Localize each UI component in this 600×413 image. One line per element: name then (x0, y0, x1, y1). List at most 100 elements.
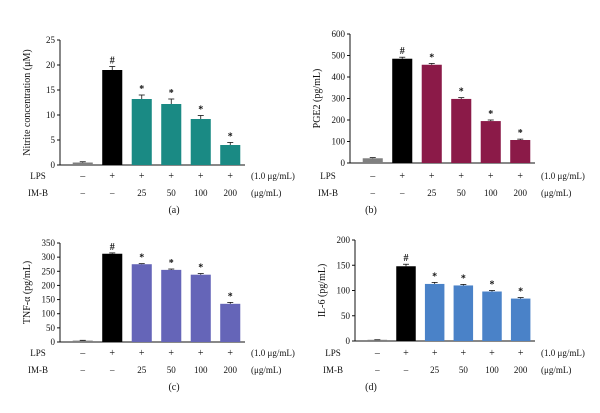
imb-dose: 200 (514, 365, 528, 375)
imb-label: IM-B (28, 365, 48, 375)
imb-dose: 100 (484, 188, 498, 198)
lps-treatment: + (198, 348, 204, 359)
error-bar (138, 94, 145, 99)
lps-treatment: + (518, 348, 524, 359)
lps-treatment: + (461, 348, 467, 359)
error-bar (517, 138, 524, 140)
error-bar (197, 115, 204, 119)
error-bar (403, 263, 409, 267)
y-tick-label: 50 (46, 323, 56, 333)
error-bar (227, 142, 234, 145)
panel-label: (a) (168, 205, 179, 216)
significance-marker: # (110, 242, 115, 253)
imb-dose: 25 (137, 365, 147, 375)
imb-dose: 100 (194, 365, 208, 375)
y-tick-label: 150 (42, 295, 56, 305)
error-bar (487, 119, 494, 122)
bar (480, 121, 501, 163)
y-tick-label: 0 (346, 336, 351, 346)
y-tick-label: 0 (341, 158, 346, 168)
chart-panel-a: 0 5 10 15 20 25 Nitrite concentration (μM) # * * *… (22, 35, 295, 216)
bar (220, 303, 241, 342)
significance-marker: * (169, 88, 174, 99)
lps-treatment: + (198, 171, 204, 182)
bar (161, 104, 182, 165)
lps-label: LPS (30, 171, 46, 181)
significance-marker: * (228, 291, 233, 302)
imb-dose: 25 (430, 365, 440, 375)
imb-unit: (μg/mL) (541, 365, 571, 375)
y-tick-label: 500 (332, 51, 346, 61)
significance-marker: * (461, 273, 466, 284)
bar (510, 298, 531, 341)
lps-treatment: + (109, 171, 115, 182)
significance-marker: * (139, 253, 144, 264)
bar (190, 274, 211, 342)
lps-treatment: + (399, 171, 405, 182)
imb-unit: (μg/mL) (251, 365, 281, 375)
lps-label: LPS (320, 171, 336, 181)
error-bar (489, 290, 495, 292)
lps-treatment: + (227, 348, 233, 359)
lps-treatment: + (432, 348, 438, 359)
y-tick-label: 200 (332, 115, 346, 125)
y-tick-label: 600 (332, 29, 346, 39)
imb-dose: 50 (167, 365, 177, 375)
bar (421, 64, 442, 163)
lps-treatment: – (79, 171, 86, 182)
imb-dose: 50 (457, 188, 467, 198)
bar (161, 269, 182, 342)
significance-marker: * (429, 52, 434, 63)
y-axis-label: TNF-α (pg/mL) (22, 261, 33, 324)
imb-dose: 100 (485, 365, 499, 375)
lps-unit: (1.0 μg/mL) (251, 348, 295, 358)
imb-dose: 200 (514, 188, 528, 198)
significance-marker: * (488, 109, 493, 120)
significance-marker: * (518, 287, 523, 298)
bar (392, 58, 413, 163)
significance-marker: * (432, 271, 437, 282)
lps-unit: (1.0 μg/mL) (251, 171, 295, 181)
lps-treatment: + (109, 348, 115, 359)
imb-dose: 200 (224, 188, 238, 198)
error-bar (109, 66, 116, 70)
imb-dose: 200 (224, 365, 238, 375)
y-tick-label: 25 (46, 35, 56, 45)
imb-dose: – (80, 365, 86, 375)
imb-unit: (μg/mL) (251, 188, 281, 198)
panel-label: (c) (168, 382, 179, 393)
imb-dose: – (109, 188, 115, 198)
bar (131, 264, 152, 342)
y-tick-label: 5 (51, 135, 56, 145)
y-tick-label: 15 (46, 85, 56, 95)
significance-marker: * (490, 280, 495, 291)
bar (396, 266, 416, 341)
y-tick-label: 50 (341, 311, 351, 321)
imb-dose: – (80, 188, 86, 198)
y-axis-label: IL-6 (pg/mL) (317, 264, 328, 318)
y-tick-label: 100 (42, 309, 56, 319)
y-tick-label: 0 (51, 337, 56, 347)
imb-dose: 25 (137, 188, 147, 198)
lps-treatment: + (429, 171, 435, 182)
y-tick-label: 200 (42, 280, 56, 290)
bar (102, 70, 123, 165)
lps-label: LPS (30, 348, 46, 358)
significance-marker: * (459, 87, 464, 98)
bar (102, 253, 123, 342)
significance-marker: * (169, 258, 174, 269)
bar (220, 145, 241, 165)
lps-treatment: + (139, 348, 145, 359)
lps-treatment: – (374, 348, 381, 359)
error-bar (460, 284, 467, 286)
error-bar (79, 161, 86, 163)
y-tick-label: 300 (332, 94, 346, 104)
bar (72, 162, 93, 165)
y-axis-label: PGE2 (pg/mL) (312, 69, 323, 129)
lps-treatment: – (369, 171, 376, 182)
bar (190, 119, 211, 165)
chart-panel-b: 0 100 200 300 400 500 600 PGE2 (pg/mL) # * * * * LPS I… (312, 29, 585, 216)
imb-dose: – (399, 188, 405, 198)
error-bar (458, 97, 465, 99)
